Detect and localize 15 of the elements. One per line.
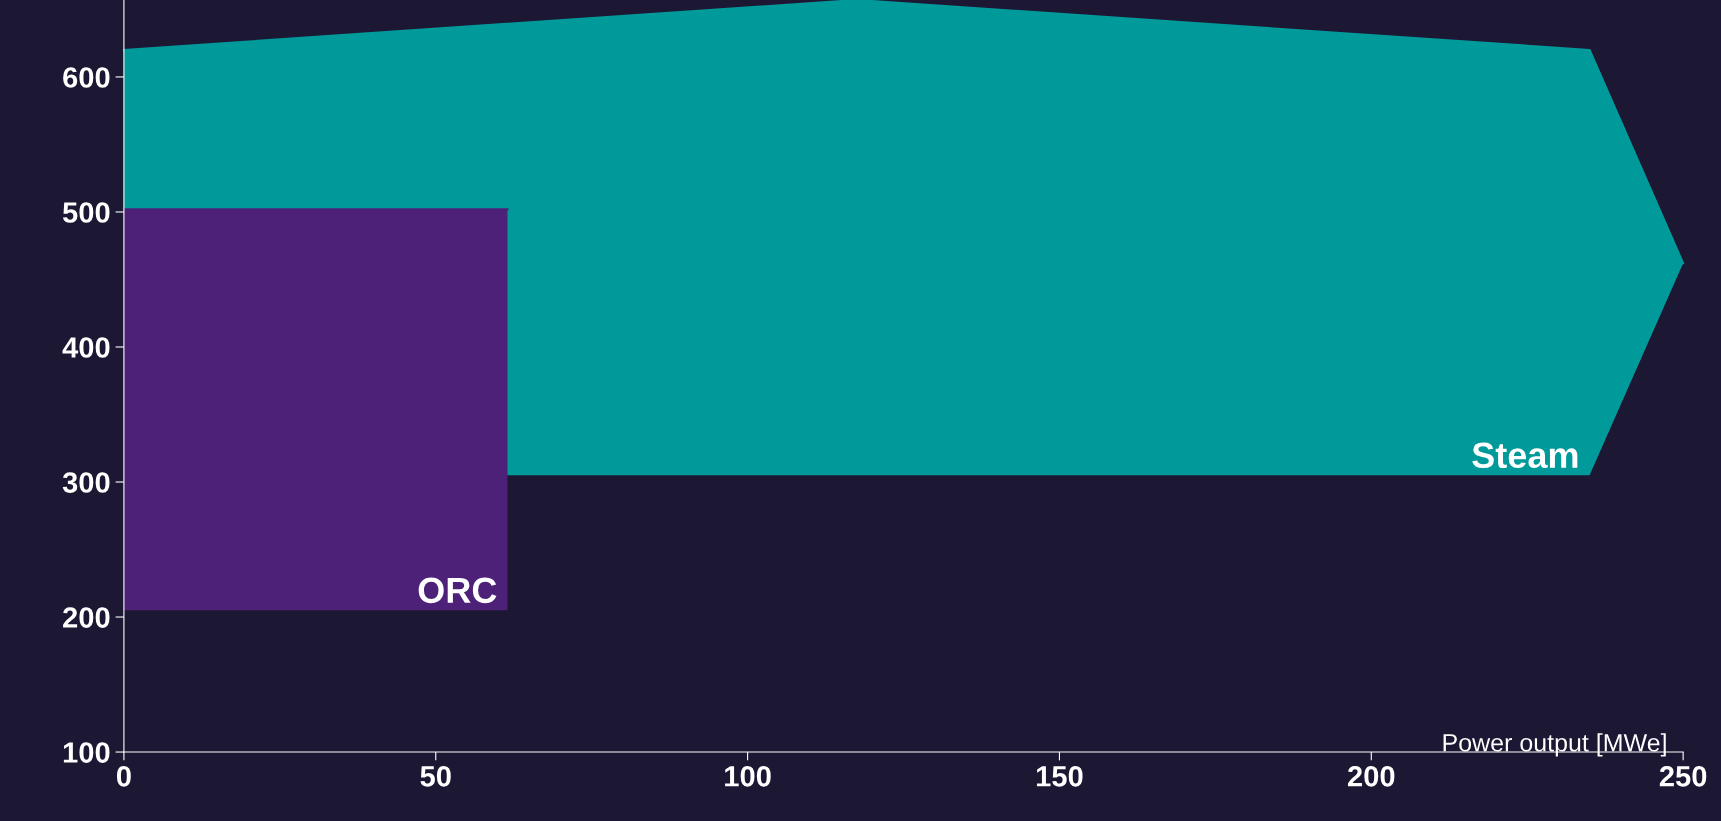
x-tick-label: 0	[116, 766, 131, 787]
y-tick-label: 400	[62, 337, 110, 358]
y-tick-label: 600	[63, 67, 110, 88]
x-tick-label: 50	[420, 766, 451, 787]
annotation: Steam	[1472, 442, 1578, 469]
x-axis-title: Power output [MWe]	[1443, 733, 1666, 757]
y-tick-label: 200	[63, 607, 110, 628]
x-tick-label: 150	[1036, 766, 1083, 787]
y-tick-label: 100	[63, 742, 110, 763]
annotation: ORC	[418, 577, 497, 604]
x-tick-label: 250	[1659, 766, 1707, 787]
y-tick-label: 500	[62, 202, 110, 223]
y-tick-label: 300	[62, 472, 110, 493]
x-tick-label: 200	[1347, 766, 1395, 787]
x-tick-label: 100	[725, 766, 771, 787]
